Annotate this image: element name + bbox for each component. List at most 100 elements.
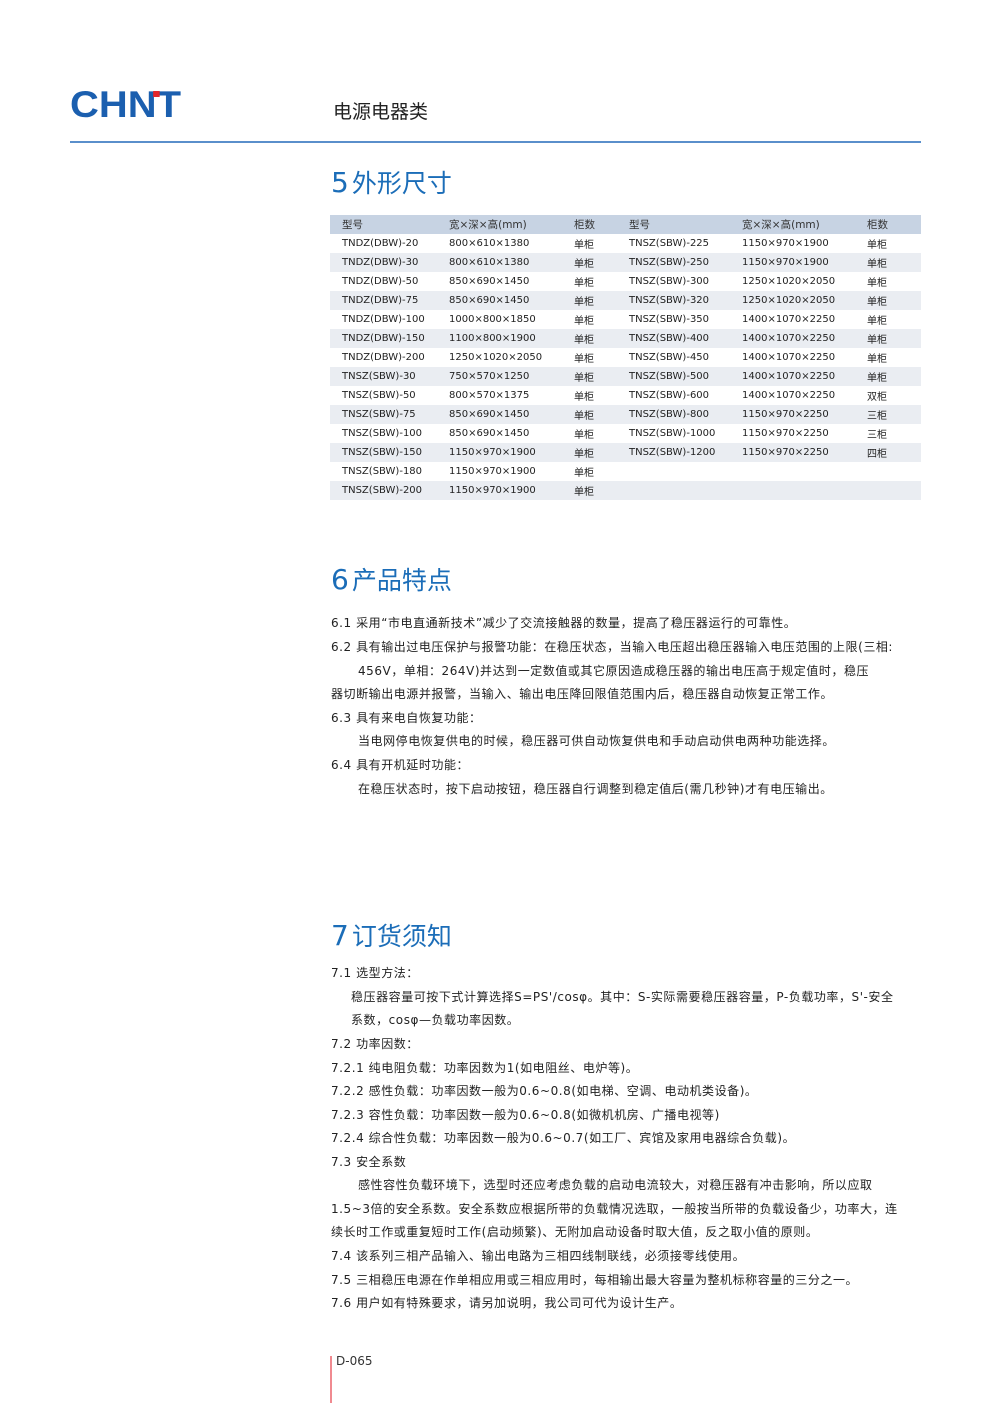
table-cell: 1400×1070×2250 (742, 367, 867, 386)
table-cell: 单柜 (574, 481, 629, 500)
text-line: 7.6 用户如有特殊要求，请另加说明，我公司可代为设计生产。 (331, 1296, 683, 1310)
table-row: TNDZ(DBW)-50 850×690×1450 单柜 TNSZ(SBW)-300 1… (330, 272, 921, 291)
table-cell: TNSZ(SBW)-300 (629, 276, 710, 287)
table-cell: 三柜 (867, 430, 887, 441)
table-cell: TNSZ(SBW)-1200 (629, 443, 742, 462)
text-line: 在稳压状态时，按下启动按钮，稳压器自行调整到稳定值后(需几秒钟)才有电压输出。 (358, 782, 833, 796)
table-cell: 单柜 (574, 430, 594, 441)
table-header-row: 型号 宽×深×高(mm) 柜数 型号 宽×深×高(mm) 柜数 (330, 215, 921, 234)
table-cell: 850×690×1450 (449, 428, 530, 439)
table-cell: 单柜 (574, 253, 629, 272)
table-cell (867, 481, 921, 500)
table-row: TNSZ(SBW)-180 1150×970×1900 单柜 (330, 462, 921, 481)
table-cell: 单柜 (867, 329, 921, 348)
table-cell: TNSZ(SBW)-150 (330, 443, 449, 462)
column-header: 宽×深×高(mm) (742, 215, 867, 234)
table-cell: 1400×1070×2250 (742, 314, 836, 325)
table-cell: TNDZ(DBW)-200 (342, 352, 425, 363)
table-row: TNSZ(SBW)-50 800×570×1375 单柜 TNSZ(SBW)-600 1… (330, 386, 921, 405)
table-row: TNDZ(DBW)-100 1000×800×1850 单柜 TNSZ(SBW)-35… (330, 310, 921, 329)
text-line: 7.2.4 综合性负载：功率因数一般为0.6~0.7(如工厂、宾馆及家用电器综合… (331, 1131, 796, 1145)
table-cell: 1150×970×1900 (742, 238, 829, 249)
text-line: 7.2.1 纯电阻负载：功率因数为1(如电阻丝、电炉等)。 (331, 1061, 639, 1075)
table-cell: 1250×1020×2050 (742, 291, 867, 310)
text-line: 7.2 功率因数： (331, 1037, 419, 1051)
table-cell (742, 462, 867, 481)
table-cell: 单柜 (574, 354, 594, 365)
table-cell: 1250×1020×2050 (742, 276, 836, 287)
table-cell: TNDZ(DBW)-20 (342, 238, 419, 249)
table-cell: TNSZ(SBW)-250 (629, 253, 742, 272)
table-cell: 1250×1020×2050 (449, 352, 543, 363)
table-row: TNSZ(SBW)-150 1150×970×1900 单柜 TNSZ(SBW)-12… (330, 443, 921, 462)
text-line: 稳压器容量可按下式计算选择S=PS'/cosφ。其中：S-实际需要稳压器容量，P… (351, 990, 894, 1004)
table-cell: 单柜 (574, 443, 629, 462)
table-cell: 1400×1070×2250 (742, 390, 836, 401)
table-cell: 单柜 (574, 367, 629, 386)
table-cell: TNSZ(SBW)-1000 (629, 428, 716, 439)
table-cell: 850×690×1450 (449, 405, 574, 424)
table-cell: TNSZ(SBW)-600 (629, 390, 710, 401)
text-line: 7.4 该系列三相产品输入、输出电路为三相四线制联线，必须接零线使用。 (331, 1249, 746, 1263)
column-header: 型号 (330, 215, 449, 234)
table-cell: 单柜 (867, 367, 921, 386)
text-line: 7.5 三相稳压电源在作单相应用或三相应用时，每相输出最大容量为整机标称容量的三… (331, 1273, 859, 1287)
text-line: 6.4 具有开机延时功能： (331, 758, 470, 772)
table-cell: 800×610×1380 (449, 238, 530, 249)
table-row: TNSZ(SBW)-30 750×570×1250 单柜 TNSZ(SBW)-500 1… (330, 367, 921, 386)
table-cell: 单柜 (574, 392, 594, 403)
table-cell (629, 462, 742, 481)
table-cell: TNSZ(SBW)-225 (629, 238, 710, 249)
header-divider (70, 141, 921, 143)
table-cell: 单柜 (867, 354, 887, 365)
text-line: 7.2.2 感性负载：功率因数一般为0.6~0.8(如电梯、空调、电动机类设备)… (331, 1084, 758, 1098)
table-row: TNDZ(DBW)-75 850×690×1450 单柜 TNSZ(SBW)-320 1… (330, 291, 921, 310)
section-7-heading: 7 订货须知 (331, 919, 452, 952)
logo-red-dot (153, 91, 160, 97)
text-line: 续长时工作或重复短时工作(启动频繁)、无附加启动设备时取大值，反之取小值的原则。 (331, 1225, 819, 1239)
table-cell: TNSZ(SBW)-180 (342, 466, 423, 477)
table-cell: 单柜 (867, 316, 887, 327)
table-cell: 三柜 (867, 405, 921, 424)
table-cell: 双柜 (867, 392, 887, 403)
table-cell: 1150×970×1900 (742, 253, 867, 272)
text-line: 6.1 采用“市电直通新技术”减少了交流接触器的数量，提高了稳压器运行的可靠性。 (331, 616, 797, 630)
table-cell: 单柜 (574, 240, 594, 251)
table-cell: 800×570×1375 (449, 390, 530, 401)
text-line: 456V，单相：264V)并达到一定数值或其它原因造成稳压器的输出电压高于规定值… (358, 664, 870, 678)
table-cell: TNSZ(SBW)-50 (342, 390, 416, 401)
page-number: D-065 (336, 1354, 373, 1368)
column-header: 柜数 (574, 215, 629, 234)
table-cell: 1400×1070×2250 (742, 329, 867, 348)
table-cell: 单柜 (574, 329, 629, 348)
text-line: 7.1 选型方法： (331, 966, 419, 980)
section-6-heading: 6 产品特点 (331, 563, 452, 596)
table-cell: TNSZ(SBW)-100 (342, 428, 423, 439)
text-line: 7.3 安全系数 (331, 1155, 407, 1169)
table-cell: TNSZ(SBW)-800 (629, 405, 742, 424)
text-line: 感性容性负载环境下，选型时还应考虑负载的启动电流较大，对稳压器有冲击影响，所以应… (358, 1178, 873, 1192)
table-row: TNDZ(DBW)-20 800×610×1380 单柜 TNSZ(SBW)-225 1… (330, 234, 921, 253)
table-cell: 单柜 (574, 468, 594, 479)
table-cell: 单柜 (867, 278, 887, 289)
column-header: 柜数 (867, 215, 921, 234)
table-cell: TNSZ(SBW)-500 (629, 367, 742, 386)
text-line: 器切断输出电源并报警，当输入、输出电压降回限值范围内后，稳压器自动恢复正常工作。 (331, 687, 834, 701)
table-cell: 单柜 (867, 240, 887, 251)
table-cell: 800×610×1380 (449, 253, 574, 272)
table-row: TNSZ(SBW)-100 850×690×1450 单柜 TNSZ(SBW)-100… (330, 424, 921, 443)
table-cell: 1150×970×2250 (742, 405, 867, 424)
table-cell: 单柜 (574, 291, 629, 310)
table-cell: 1150×970×2250 (742, 443, 867, 462)
text-line: 1.5~3倍的安全系数。安全系数应根据所带的负载情况选取，一般按当所带的负载设备… (331, 1202, 898, 1216)
table-cell: 1150×970×1900 (449, 481, 574, 500)
table-cell: TNDZ(DBW)-50 (342, 276, 419, 287)
table-cell: 1400×1070×2250 (742, 352, 836, 363)
table-cell (629, 481, 742, 500)
table-cell: 850×690×1450 (449, 291, 574, 310)
table-row: TNSZ(SBW)-75 850×690×1450 单柜 TNSZ(SBW)-800 1… (330, 405, 921, 424)
table-cell: 1150×970×2250 (742, 428, 829, 439)
table-cell: 单柜 (574, 405, 629, 424)
table-cell: 单柜 (867, 291, 921, 310)
table-cell: 1150×970×1900 (449, 443, 574, 462)
